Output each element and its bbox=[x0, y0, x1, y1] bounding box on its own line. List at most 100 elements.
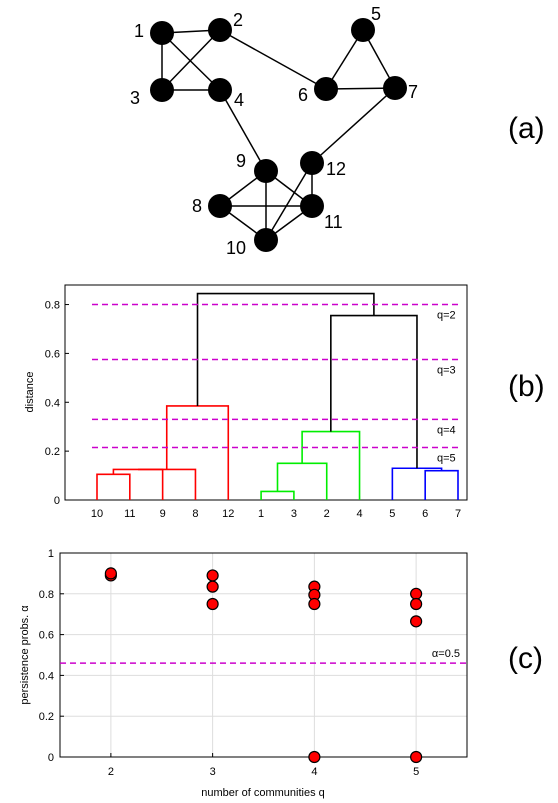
scatter-ytick-label: 0.4 bbox=[39, 670, 54, 682]
dendrogram-link bbox=[301, 430, 361, 500]
dendrogram-link bbox=[165, 405, 230, 500]
graph-node-label: 6 bbox=[298, 85, 308, 105]
dendrogram-ytick-label: 0.8 bbox=[45, 300, 60, 312]
dendrogram-cut-lines: q=2 q=3 q=4 q=5 bbox=[92, 303, 462, 464]
graph-edge-2-3 bbox=[161, 29, 221, 91]
graph-node bbox=[351, 18, 375, 42]
dendrogram-ytick-label: 0.2 bbox=[45, 446, 60, 458]
graph-node bbox=[208, 78, 232, 102]
scatter-ytick-label: 0.6 bbox=[39, 630, 54, 642]
panel-label-a: (a) bbox=[508, 112, 545, 145]
graph-node bbox=[300, 151, 324, 175]
scatter-point bbox=[206, 580, 219, 593]
scatter-point bbox=[410, 750, 423, 764]
graph-node bbox=[314, 77, 338, 101]
scatter-point bbox=[410, 597, 423, 611]
dendrogram-links bbox=[96, 292, 459, 500]
graph-node bbox=[254, 159, 278, 183]
scatter-xtick-label: 2 bbox=[108, 766, 114, 778]
graph-node bbox=[208, 18, 232, 42]
scatter-point bbox=[206, 597, 219, 611]
dendrogram-cut-label: q=3 bbox=[437, 365, 456, 377]
graph-node bbox=[208, 194, 232, 218]
graph-node bbox=[254, 228, 278, 252]
dendrogram-link bbox=[330, 314, 418, 469]
graph-edge-1-4 bbox=[161, 32, 221, 91]
dendrogram-leaf-label: 5 bbox=[389, 508, 395, 520]
dendrogram-cut-label: q=4 bbox=[437, 424, 456, 436]
scatter-xlabel: number of communities q bbox=[201, 787, 325, 799]
dendrogram-ylabel: distance bbox=[24, 372, 36, 413]
dendrogram-leaf-label: 12 bbox=[222, 508, 234, 520]
scatter-point bbox=[104, 567, 117, 580]
scatter-ylabel: persistence probs. α bbox=[19, 605, 31, 705]
dendrogram-link bbox=[391, 467, 443, 500]
panel-label-b: (b) bbox=[508, 370, 545, 403]
scatter-ytick-label: 0 bbox=[48, 752, 54, 764]
graph-edge-2-6 bbox=[219, 29, 327, 90]
dendrogram-leaf-label: 11 bbox=[124, 508, 135, 520]
graph-node bbox=[300, 194, 324, 218]
graph-node-label: 10 bbox=[226, 238, 246, 258]
scatter-ticks: 2 3 4 5 0 0.2 0.4 0.6 0.8 1 bbox=[39, 548, 419, 778]
dendrogram-leaf-label: 7 bbox=[455, 508, 461, 520]
scatter-xtick-label: 5 bbox=[413, 766, 419, 778]
dendrogram-leaf-label: 3 bbox=[291, 508, 297, 520]
dendrogram-ytick-label: 0 bbox=[54, 495, 60, 507]
dendrogram-leaf-label: 2 bbox=[324, 508, 330, 520]
scatter-ytick-label: 0.8 bbox=[39, 589, 54, 601]
panel-label-c: (c) bbox=[508, 642, 543, 675]
dendrogram-cut-label: q=5 bbox=[437, 452, 456, 464]
graph-node-label: 4 bbox=[234, 90, 244, 110]
graph-node-label: 2 bbox=[233, 10, 243, 30]
scatter-xtick-label: 3 bbox=[210, 766, 216, 778]
scatter-axes-box bbox=[59, 552, 468, 758]
dendrogram-link bbox=[276, 462, 328, 500]
scatter-point bbox=[206, 569, 219, 582]
graph-node-label: 1 bbox=[134, 21, 144, 41]
graph-node bbox=[150, 21, 174, 45]
dendrogram-ticks: 10 11 9 8 12 1 3 2 4 5 6 7 0 0.2 0.4 0.6 0.8 bbox=[45, 300, 461, 520]
scatter-point bbox=[410, 615, 423, 628]
threshold-label: α=0.5 bbox=[432, 648, 460, 660]
dendrogram-leaf-label: 4 bbox=[356, 508, 362, 520]
dendrogram-leaf-label: 8 bbox=[192, 508, 198, 520]
dendrogram-axes-box bbox=[64, 284, 468, 501]
threshold-line: α=0.5 bbox=[60, 648, 467, 664]
scatter-grid bbox=[60, 552, 467, 758]
dendrogram-link bbox=[96, 473, 131, 500]
graph-edge-10-12 bbox=[265, 162, 313, 241]
graph-node-label: 11 bbox=[324, 212, 343, 232]
scatter-point bbox=[308, 750, 321, 764]
dendrogram-link bbox=[112, 468, 164, 500]
scatter-point bbox=[308, 597, 321, 611]
scatter-xtick-label: 4 bbox=[311, 766, 317, 778]
graph-node-label: 8 bbox=[192, 196, 202, 216]
dendrogram-leaf-label: 10 bbox=[91, 508, 103, 520]
graph-node-label: 9 bbox=[236, 151, 246, 171]
scatter-point bbox=[410, 587, 423, 600]
graph-edge-4-9 bbox=[219, 89, 267, 172]
dendrogram-ytick-label: 0.6 bbox=[45, 348, 60, 360]
persistence-scatter-chart: 2 3 4 5 0 0.2 0.4 0.6 0.8 1 α=0.5 number of commu… bbox=[19, 548, 468, 799]
dendrogram-leaf-label: 9 bbox=[160, 508, 166, 520]
graph-node-label: 3 bbox=[130, 88, 140, 108]
graph-node-label: 7 bbox=[408, 82, 418, 102]
dendrogram-link bbox=[424, 469, 459, 500]
dendrogram-link bbox=[260, 490, 295, 500]
graph-edge-7-12 bbox=[311, 87, 396, 164]
dendrogram-chart: 10 11 9 8 12 1 3 2 4 5 6 700.20.40.60.8 q=2q=3q=4q=… bbox=[24, 284, 468, 520]
graph-node bbox=[383, 76, 407, 100]
graph-node bbox=[150, 78, 174, 102]
graph-node-label: 12 bbox=[326, 159, 346, 179]
graph-node-label: 5 bbox=[371, 4, 381, 24]
scatter-ytick-label: 0.2 bbox=[39, 711, 54, 723]
dendrogram-cut-label: q=2 bbox=[437, 310, 456, 322]
scatter-points bbox=[104, 567, 423, 764]
scatter-ytick-label: 1 bbox=[48, 548, 54, 560]
dendrogram-link bbox=[196, 292, 375, 406]
dendrogram-leaf-label: 6 bbox=[422, 508, 428, 520]
dendrogram-leaf-label: 1 bbox=[258, 508, 264, 520]
